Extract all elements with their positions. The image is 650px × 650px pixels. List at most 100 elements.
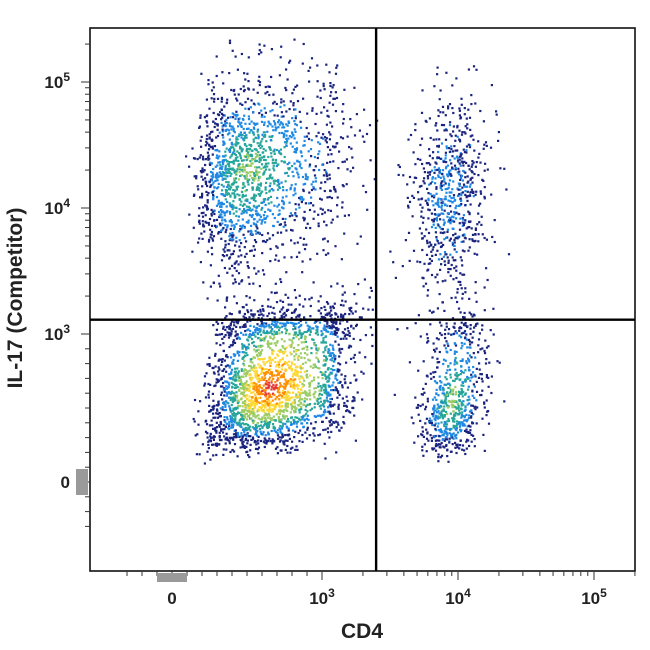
event-dot xyxy=(246,428,249,431)
event-dot xyxy=(312,204,315,207)
event-dot xyxy=(264,391,267,394)
event-dot xyxy=(279,121,282,124)
event-dot xyxy=(287,427,290,430)
event-dot xyxy=(265,383,268,386)
event-dot xyxy=(239,102,242,105)
event-dot xyxy=(219,422,222,425)
event-dot xyxy=(276,188,280,191)
event-dot xyxy=(325,170,328,173)
event-dot xyxy=(300,155,303,158)
event-dot xyxy=(429,171,432,174)
event-dot xyxy=(285,229,288,232)
event-dot xyxy=(221,431,225,434)
event-dot xyxy=(222,211,225,214)
event-dot xyxy=(210,214,213,217)
event-dot xyxy=(273,427,276,430)
event-dot xyxy=(285,380,288,383)
event-dot xyxy=(245,435,248,438)
event-dot xyxy=(232,116,235,119)
event-dot xyxy=(294,130,297,133)
event-dot xyxy=(242,440,245,443)
event-dot xyxy=(434,409,437,412)
event-dot xyxy=(223,368,226,371)
event-dot xyxy=(260,167,263,170)
event-dot xyxy=(430,273,434,277)
event-dot xyxy=(290,343,293,347)
event-dot xyxy=(230,426,233,429)
event-dot xyxy=(481,328,484,331)
event-dot xyxy=(232,376,235,379)
event-dot xyxy=(437,199,440,202)
event-dot xyxy=(244,155,247,158)
event-dot xyxy=(238,152,241,155)
event-dot xyxy=(463,311,466,315)
event-dot xyxy=(251,377,254,380)
event-dot xyxy=(237,372,240,375)
event-dot xyxy=(287,296,290,299)
event-dot xyxy=(412,196,415,199)
event-dot xyxy=(305,175,308,178)
event-dot xyxy=(234,370,237,373)
event-dot xyxy=(460,259,463,262)
event-dot xyxy=(200,232,203,235)
event-dot xyxy=(309,398,312,401)
event-dot xyxy=(290,361,294,364)
event-dot xyxy=(226,439,229,442)
event-dot xyxy=(432,151,435,154)
event-dot xyxy=(413,441,416,444)
event-dot xyxy=(439,416,442,419)
event-dot xyxy=(323,324,326,327)
event-dot xyxy=(312,363,315,366)
event-dot xyxy=(208,404,211,407)
event-dot xyxy=(235,214,238,218)
event-dot xyxy=(460,103,463,106)
event-dot xyxy=(459,272,462,275)
event-dot xyxy=(451,219,454,222)
event-dot xyxy=(323,189,326,193)
event-dot xyxy=(316,326,319,329)
event-dot xyxy=(483,236,486,240)
event-dot xyxy=(204,396,208,399)
event-dot xyxy=(343,328,347,331)
event-dot xyxy=(243,136,246,140)
event-dot xyxy=(233,295,236,298)
event-dot xyxy=(256,391,259,394)
event-dot xyxy=(234,55,237,58)
event-dot xyxy=(233,421,236,424)
event-dot xyxy=(228,366,231,369)
event-dot xyxy=(422,454,425,457)
event-dot xyxy=(283,104,286,107)
event-dot xyxy=(259,329,262,332)
event-dot xyxy=(223,428,226,431)
event-dot xyxy=(258,187,261,190)
event-dot xyxy=(281,200,284,203)
event-dot xyxy=(260,51,263,54)
event-dot xyxy=(333,326,336,329)
event-dot xyxy=(228,202,231,205)
event-dot xyxy=(285,420,288,423)
event-dot xyxy=(252,222,255,225)
event-dot xyxy=(234,334,237,338)
event-dot xyxy=(225,121,228,125)
event-dot xyxy=(270,381,273,384)
event-dot xyxy=(252,254,256,257)
event-dot xyxy=(330,321,333,324)
event-dot xyxy=(275,102,278,106)
event-dot xyxy=(279,56,282,59)
event-dot xyxy=(278,412,281,415)
event-dot xyxy=(222,248,225,251)
event-dot xyxy=(328,325,331,328)
event-dot xyxy=(241,401,244,404)
event-dot xyxy=(230,128,233,131)
event-dot xyxy=(232,339,235,342)
event-dot xyxy=(301,332,305,335)
event-dot xyxy=(336,215,339,218)
event-dot xyxy=(449,387,452,390)
event-dot xyxy=(250,230,253,233)
event-dot xyxy=(286,451,289,454)
event-dot xyxy=(242,315,245,318)
event-dot xyxy=(308,191,311,194)
event-dot xyxy=(312,180,315,183)
event-dot xyxy=(466,190,469,193)
event-dot xyxy=(276,184,279,187)
